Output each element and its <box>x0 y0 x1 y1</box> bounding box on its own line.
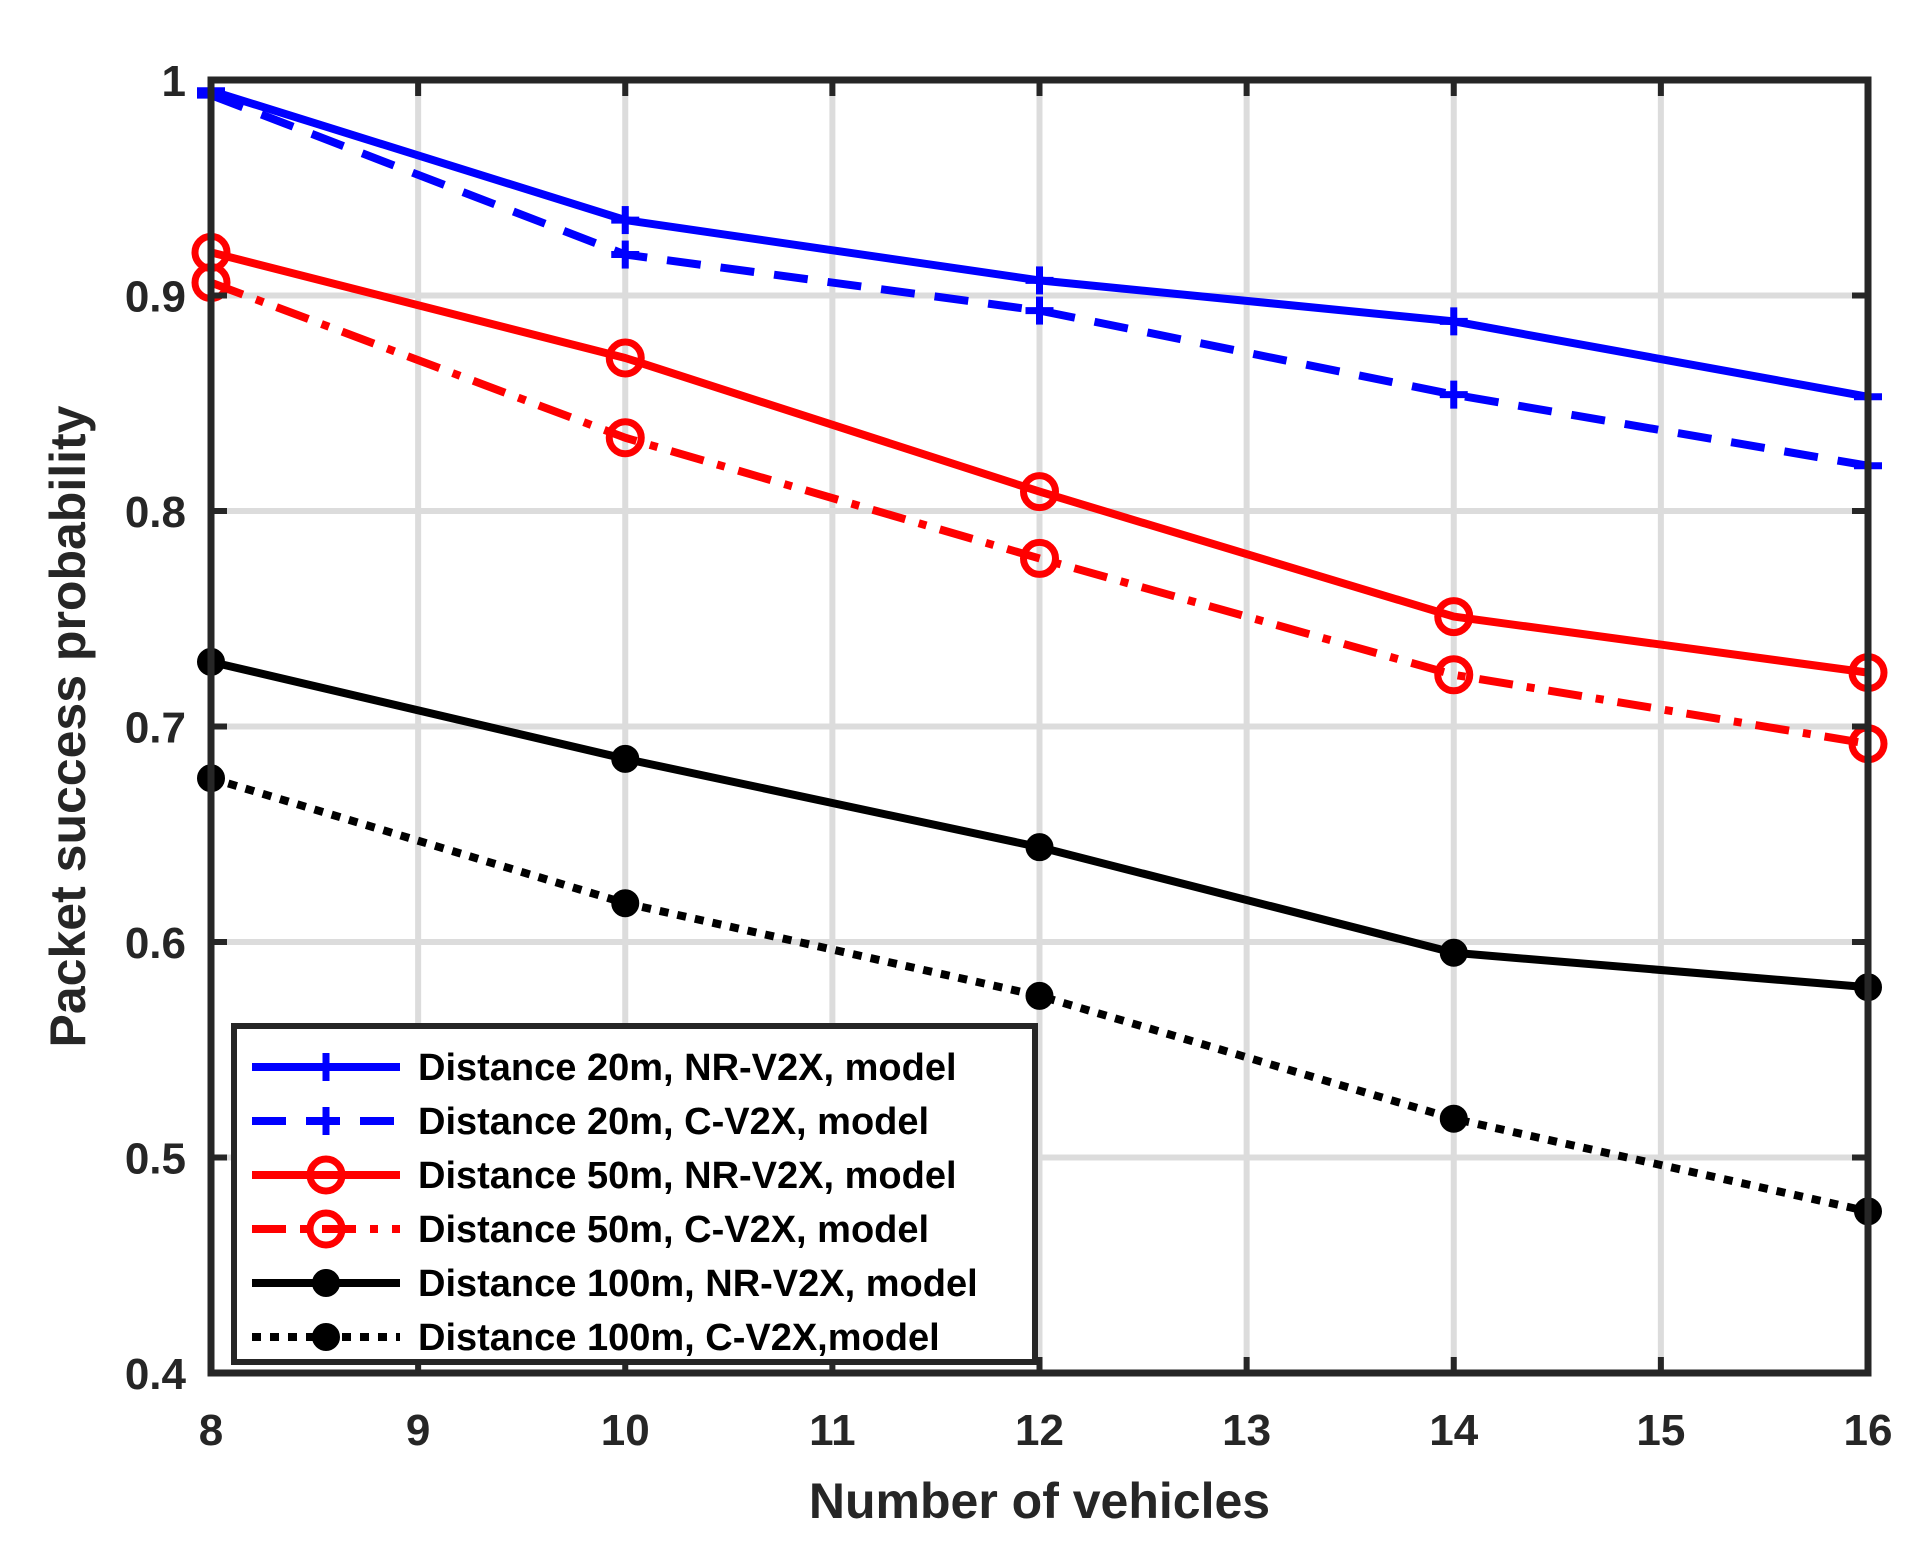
series-line <box>209 278 1869 748</box>
legend-marker <box>312 1269 340 1297</box>
legend: Distance 20m, NR-V2X, model Distance 20m,… <box>231 1023 1038 1365</box>
legend-label: Distance 100m, C-V2X,model <box>418 1317 940 1359</box>
data-point <box>611 240 640 269</box>
y-tick-label: 0.7 <box>125 704 186 753</box>
series-line <box>209 91 1869 470</box>
x-axis-title: Number of vehicles <box>809 1473 1270 1529</box>
legend-label: Distance 100m, NR-V2X, model <box>418 1263 978 1305</box>
data-point <box>1434 655 1474 695</box>
series-line <box>210 248 1869 677</box>
y-tick-label: 1 <box>162 57 186 106</box>
x-tick-label: 15 <box>1636 1406 1685 1455</box>
ticks: 8 9 10 11 12 13 14 15 16 0.4 0.5 0.6 0.7 0.8 0.9 1 <box>125 57 1893 1455</box>
data-point <box>1025 296 1054 325</box>
data-point <box>605 418 645 458</box>
x-tick-label: 10 <box>601 1406 650 1455</box>
legend-marker <box>306 1209 346 1249</box>
series-layer <box>191 76 1888 1226</box>
series-3 <box>191 232 1888 693</box>
x-tick-label: 9 <box>406 1406 430 1455</box>
y-tick-label: 0.8 <box>125 488 186 537</box>
x-tick-label: 14 <box>1429 1406 1478 1455</box>
legend-marker <box>312 1053 340 1081</box>
legend-label: Distance 50m, NR-V2X, model <box>418 1155 957 1197</box>
series-line <box>209 774 1869 1216</box>
legend-entry: Distance 100m, C-V2X,model <box>252 1317 940 1359</box>
legend-entry: Distance 50m, NR-V2X, model <box>252 1155 957 1197</box>
legend-marker <box>306 1155 346 1195</box>
data-point <box>1439 938 1468 967</box>
data-point <box>611 744 640 773</box>
legend-marker <box>312 1323 340 1351</box>
y-tick-label: 0.4 <box>125 1350 187 1399</box>
data-point <box>1025 266 1054 295</box>
data-point <box>1020 538 1059 578</box>
legend-label: Distance 50m, C-V2X, model <box>418 1209 929 1251</box>
data-point <box>611 889 640 918</box>
legend-label: Distance 20m, C-V2X, model <box>418 1101 929 1143</box>
data-point <box>1434 597 1474 637</box>
data-point <box>605 338 645 378</box>
y-tick-label: 0.9 <box>125 273 186 322</box>
x-tick-label: 11 <box>809 1406 856 1455</box>
legend-entry: Distance 50m, C-V2X, model <box>252 1209 929 1251</box>
data-point <box>1439 307 1468 336</box>
data-point <box>1025 833 1054 862</box>
legend-marker <box>312 1107 340 1135</box>
x-tick-label: 13 <box>1222 1406 1271 1455</box>
legend-entry: Distance 100m, NR-V2X, model <box>252 1263 978 1305</box>
x-tick-label: 16 <box>1844 1406 1893 1455</box>
series-5 <box>197 647 1882 1002</box>
data-point <box>1020 472 1059 512</box>
y-tick-label: 0.6 <box>125 919 186 968</box>
legend-entry: Distance 20m, C-V2X, model <box>252 1101 929 1143</box>
data-point <box>1439 380 1468 409</box>
data-point <box>1025 981 1054 1010</box>
x-tick-label: 8 <box>199 1406 223 1455</box>
y-tick-label: 0.5 <box>125 1135 186 1184</box>
data-point <box>611 206 640 235</box>
x-tick-label: 12 <box>1015 1406 1064 1455</box>
legend-entry: Distance 20m, NR-V2X, model <box>252 1047 957 1089</box>
legend-label: Distance 20m, NR-V2X, model <box>418 1047 957 1089</box>
y-axis-title: Packet success probability <box>40 405 96 1047</box>
data-point <box>1439 1104 1468 1133</box>
legend-box <box>231 1023 1038 1365</box>
